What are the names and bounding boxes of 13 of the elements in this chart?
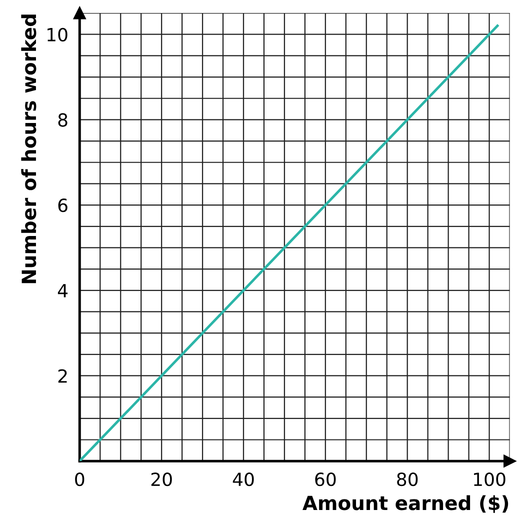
y-tick-label: 8: [58, 113, 68, 127]
y-axis-title: Number of hours worked: [21, 14, 36, 284]
x-tick-label: 80: [397, 472, 418, 486]
x-axis-title: Amount earned ($): [302, 495, 508, 513]
x-tick-label: 100: [474, 472, 506, 486]
x-tick-label: 40: [232, 472, 254, 486]
y-tick-label: 2: [58, 369, 67, 383]
y-tick-label: 6: [58, 198, 68, 212]
y-tick-label: 4: [58, 284, 68, 298]
x-tick-label: 20: [151, 472, 172, 486]
y-tick-label: 10: [48, 28, 68, 42]
x-tick-label: 60: [315, 472, 336, 486]
x-tick-label: 0: [75, 472, 84, 486]
